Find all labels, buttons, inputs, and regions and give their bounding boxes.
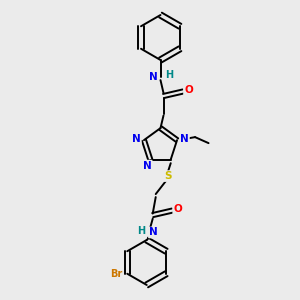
Text: H: H <box>165 70 173 80</box>
Text: Br: Br <box>111 269 123 279</box>
Text: N: N <box>143 160 152 171</box>
Text: O: O <box>173 204 182 214</box>
Text: H: H <box>137 226 146 236</box>
Text: O: O <box>184 85 193 95</box>
Text: N: N <box>132 134 141 144</box>
Text: N: N <box>180 134 189 144</box>
Text: S: S <box>164 171 172 181</box>
Text: N: N <box>149 227 158 238</box>
Text: N: N <box>148 71 158 82</box>
